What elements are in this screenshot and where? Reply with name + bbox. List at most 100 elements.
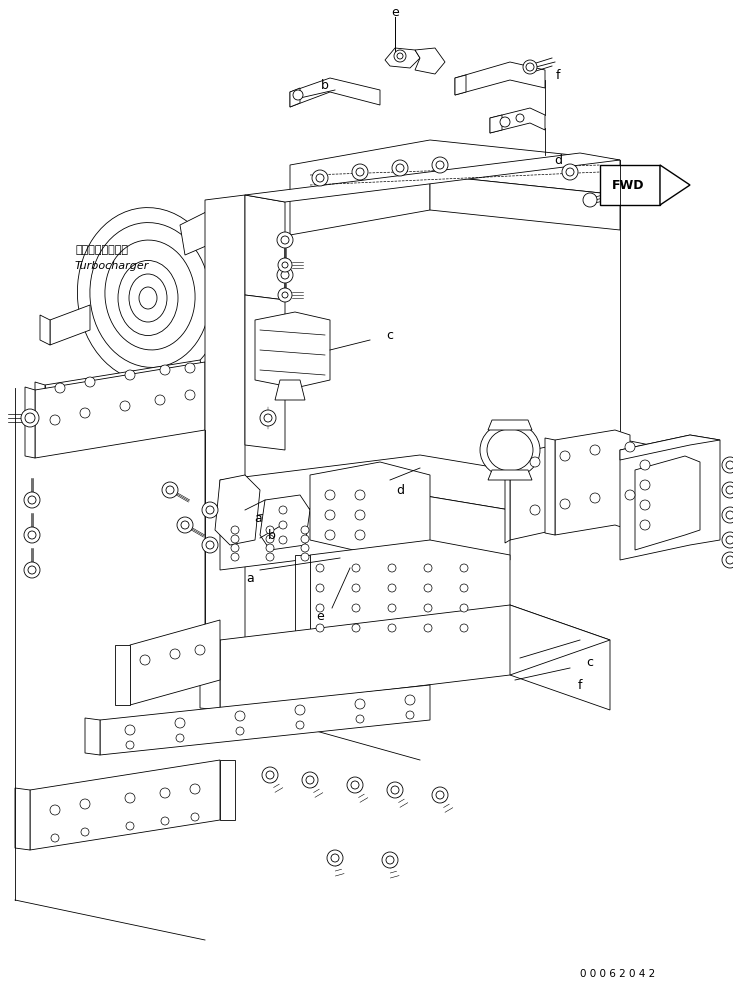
- Text: c: c: [386, 328, 394, 342]
- Polygon shape: [455, 62, 545, 95]
- Polygon shape: [290, 78, 380, 107]
- Circle shape: [388, 604, 396, 612]
- Ellipse shape: [216, 220, 245, 241]
- Circle shape: [722, 532, 733, 548]
- Circle shape: [388, 564, 396, 572]
- Circle shape: [28, 531, 36, 539]
- Circle shape: [640, 520, 650, 530]
- Circle shape: [296, 721, 304, 729]
- Circle shape: [391, 786, 399, 794]
- Polygon shape: [255, 312, 330, 388]
- Circle shape: [355, 490, 365, 500]
- Polygon shape: [488, 420, 532, 430]
- Circle shape: [295, 705, 305, 715]
- Circle shape: [50, 805, 60, 815]
- Text: e: e: [316, 609, 324, 622]
- Circle shape: [726, 536, 733, 544]
- Polygon shape: [275, 380, 305, 400]
- Circle shape: [352, 584, 360, 592]
- Polygon shape: [215, 475, 260, 545]
- Circle shape: [432, 787, 448, 803]
- Circle shape: [202, 502, 218, 518]
- Circle shape: [264, 414, 272, 422]
- Circle shape: [279, 536, 287, 544]
- Polygon shape: [205, 195, 245, 705]
- Circle shape: [260, 410, 276, 426]
- Circle shape: [282, 292, 288, 298]
- Circle shape: [386, 856, 394, 864]
- Circle shape: [278, 288, 292, 302]
- Circle shape: [24, 527, 40, 543]
- Circle shape: [126, 741, 134, 749]
- Circle shape: [352, 164, 368, 180]
- Circle shape: [316, 564, 324, 572]
- Circle shape: [28, 496, 36, 504]
- Text: c: c: [586, 655, 594, 669]
- Circle shape: [306, 776, 314, 784]
- Circle shape: [583, 193, 597, 207]
- Ellipse shape: [480, 422, 540, 477]
- Polygon shape: [290, 140, 620, 200]
- Circle shape: [722, 482, 733, 498]
- Circle shape: [382, 852, 398, 868]
- Text: d: d: [554, 153, 562, 167]
- Text: d: d: [396, 483, 404, 496]
- Polygon shape: [45, 360, 205, 405]
- Polygon shape: [490, 115, 502, 133]
- Polygon shape: [35, 382, 45, 405]
- Polygon shape: [620, 435, 720, 460]
- Circle shape: [176, 734, 184, 742]
- Polygon shape: [35, 362, 205, 458]
- Circle shape: [396, 164, 404, 172]
- Circle shape: [562, 164, 578, 180]
- Polygon shape: [30, 760, 220, 850]
- Polygon shape: [430, 175, 620, 230]
- Circle shape: [560, 451, 570, 461]
- Circle shape: [388, 624, 396, 632]
- Polygon shape: [415, 48, 445, 74]
- Polygon shape: [220, 495, 420, 570]
- Text: FWD: FWD: [612, 179, 644, 192]
- Circle shape: [277, 267, 293, 283]
- Circle shape: [460, 604, 468, 612]
- Circle shape: [162, 482, 178, 498]
- Circle shape: [325, 510, 335, 520]
- Circle shape: [355, 699, 365, 709]
- Circle shape: [316, 584, 324, 592]
- Polygon shape: [220, 605, 610, 710]
- Ellipse shape: [118, 260, 178, 336]
- Circle shape: [436, 161, 444, 169]
- Circle shape: [327, 850, 343, 866]
- Circle shape: [325, 490, 335, 500]
- Polygon shape: [620, 435, 720, 560]
- Text: 0 0 0 6 2 0 4 2: 0 0 0 6 2 0 4 2: [580, 969, 655, 979]
- Circle shape: [231, 526, 239, 534]
- Text: b: b: [321, 79, 329, 91]
- Circle shape: [278, 258, 292, 272]
- Polygon shape: [25, 387, 35, 458]
- Circle shape: [625, 490, 635, 500]
- Polygon shape: [635, 456, 700, 550]
- Circle shape: [50, 415, 60, 425]
- Circle shape: [722, 552, 733, 568]
- Circle shape: [80, 408, 90, 418]
- Ellipse shape: [78, 208, 223, 383]
- Text: e: e: [391, 6, 399, 19]
- Circle shape: [356, 168, 364, 176]
- Circle shape: [424, 624, 432, 632]
- Circle shape: [85, 377, 95, 387]
- Circle shape: [206, 541, 214, 549]
- Circle shape: [355, 510, 365, 520]
- Circle shape: [190, 784, 200, 794]
- Polygon shape: [245, 195, 285, 300]
- Circle shape: [301, 544, 309, 552]
- Circle shape: [432, 157, 448, 173]
- Circle shape: [231, 553, 239, 561]
- Polygon shape: [510, 435, 650, 540]
- Circle shape: [170, 649, 180, 659]
- Polygon shape: [180, 210, 250, 255]
- Circle shape: [301, 526, 309, 534]
- Circle shape: [331, 854, 339, 862]
- Circle shape: [293, 90, 303, 100]
- Circle shape: [316, 624, 324, 632]
